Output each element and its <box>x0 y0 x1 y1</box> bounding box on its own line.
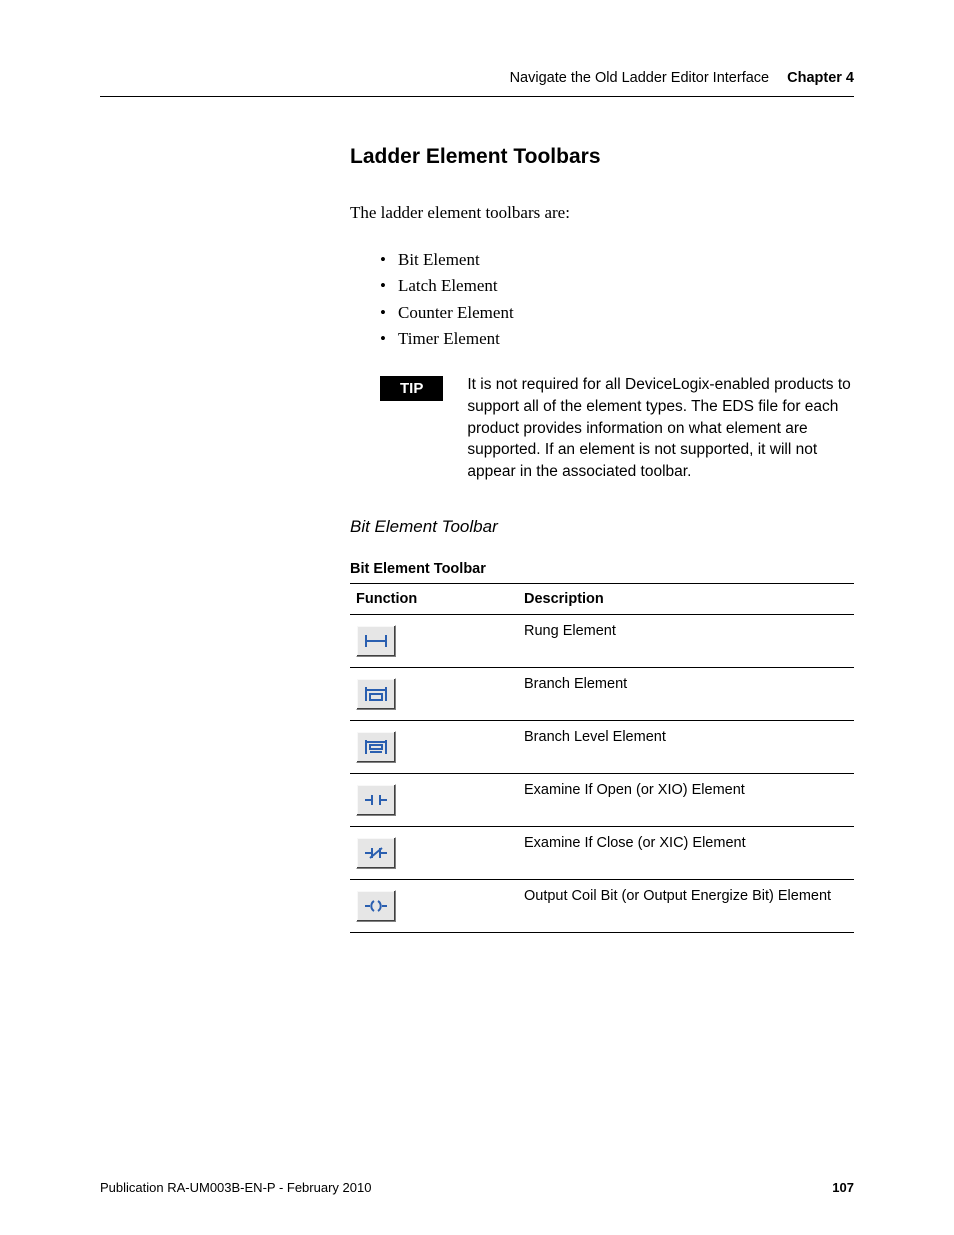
tip-badge: TIP <box>380 376 443 401</box>
col-description: Description <box>518 583 854 614</box>
main-content: Ladder Element Toolbars The ladder eleme… <box>100 145 854 933</box>
output-coil-element-button[interactable] <box>356 890 396 922</box>
xic-element-button[interactable] <box>356 837 396 869</box>
subheading: Bit Element Toolbar <box>350 517 854 537</box>
table-row: Rung Element <box>350 614 854 667</box>
xio-element-button[interactable] <box>356 784 396 816</box>
col-function: Function <box>350 583 518 614</box>
desc-cell: Branch Element <box>518 667 854 720</box>
section-heading: Ladder Element Toolbars <box>350 145 854 169</box>
desc-cell: Examine If Close (or XIC) Element <box>518 826 854 879</box>
tip-text: It is not required for all DeviceLogix-e… <box>467 374 854 482</box>
page-footer: Publication RA-UM003B-EN-P - February 20… <box>100 1180 854 1195</box>
running-header: Navigate the Old Ladder Editor Interface… <box>100 70 854 97</box>
branch-icon <box>363 685 389 703</box>
table-caption: Bit Element Toolbar <box>350 561 854 577</box>
desc-cell: Rung Element <box>518 614 854 667</box>
table-row: Examine If Close (or XIC) Element <box>350 826 854 879</box>
list-item: Bit Element <box>380 247 854 273</box>
tip-block: TIP It is not required for all DeviceLog… <box>350 374 854 482</box>
table-row: Output Coil Bit (or Output Energize Bit)… <box>350 879 854 932</box>
table-row: Branch Element <box>350 667 854 720</box>
branch-element-button[interactable] <box>356 678 396 710</box>
branch-level-element-button[interactable] <box>356 731 396 763</box>
xic-icon <box>363 845 389 861</box>
desc-cell: Examine If Open (or XIO) Element <box>518 773 854 826</box>
branch-level-icon <box>363 738 389 756</box>
chapter-label: Chapter 4 <box>787 70 854 86</box>
table-row: Branch Level Element <box>350 720 854 773</box>
page-number: 107 <box>832 1180 854 1195</box>
output-coil-icon <box>363 898 389 914</box>
xio-icon <box>363 792 389 808</box>
publication-info: Publication RA-UM003B-EN-P - February 20… <box>100 1180 371 1195</box>
list-item: Timer Element <box>380 326 854 352</box>
rung-element-button[interactable] <box>356 625 396 657</box>
table-row: Examine If Open (or XIO) Element <box>350 773 854 826</box>
running-title: Navigate the Old Ladder Editor Interface <box>510 70 770 86</box>
bit-element-table: Function Description <box>350 583 854 933</box>
desc-cell: Branch Level Element <box>518 720 854 773</box>
desc-cell: Output Coil Bit (or Output Energize Bit)… <box>518 879 854 932</box>
list-item: Latch Element <box>380 273 854 299</box>
list-item: Counter Element <box>380 300 854 326</box>
element-list: Bit Element Latch Element Counter Elemen… <box>380 247 854 352</box>
rung-icon <box>363 633 389 649</box>
intro-paragraph: The ladder element toolbars are: <box>350 203 854 223</box>
